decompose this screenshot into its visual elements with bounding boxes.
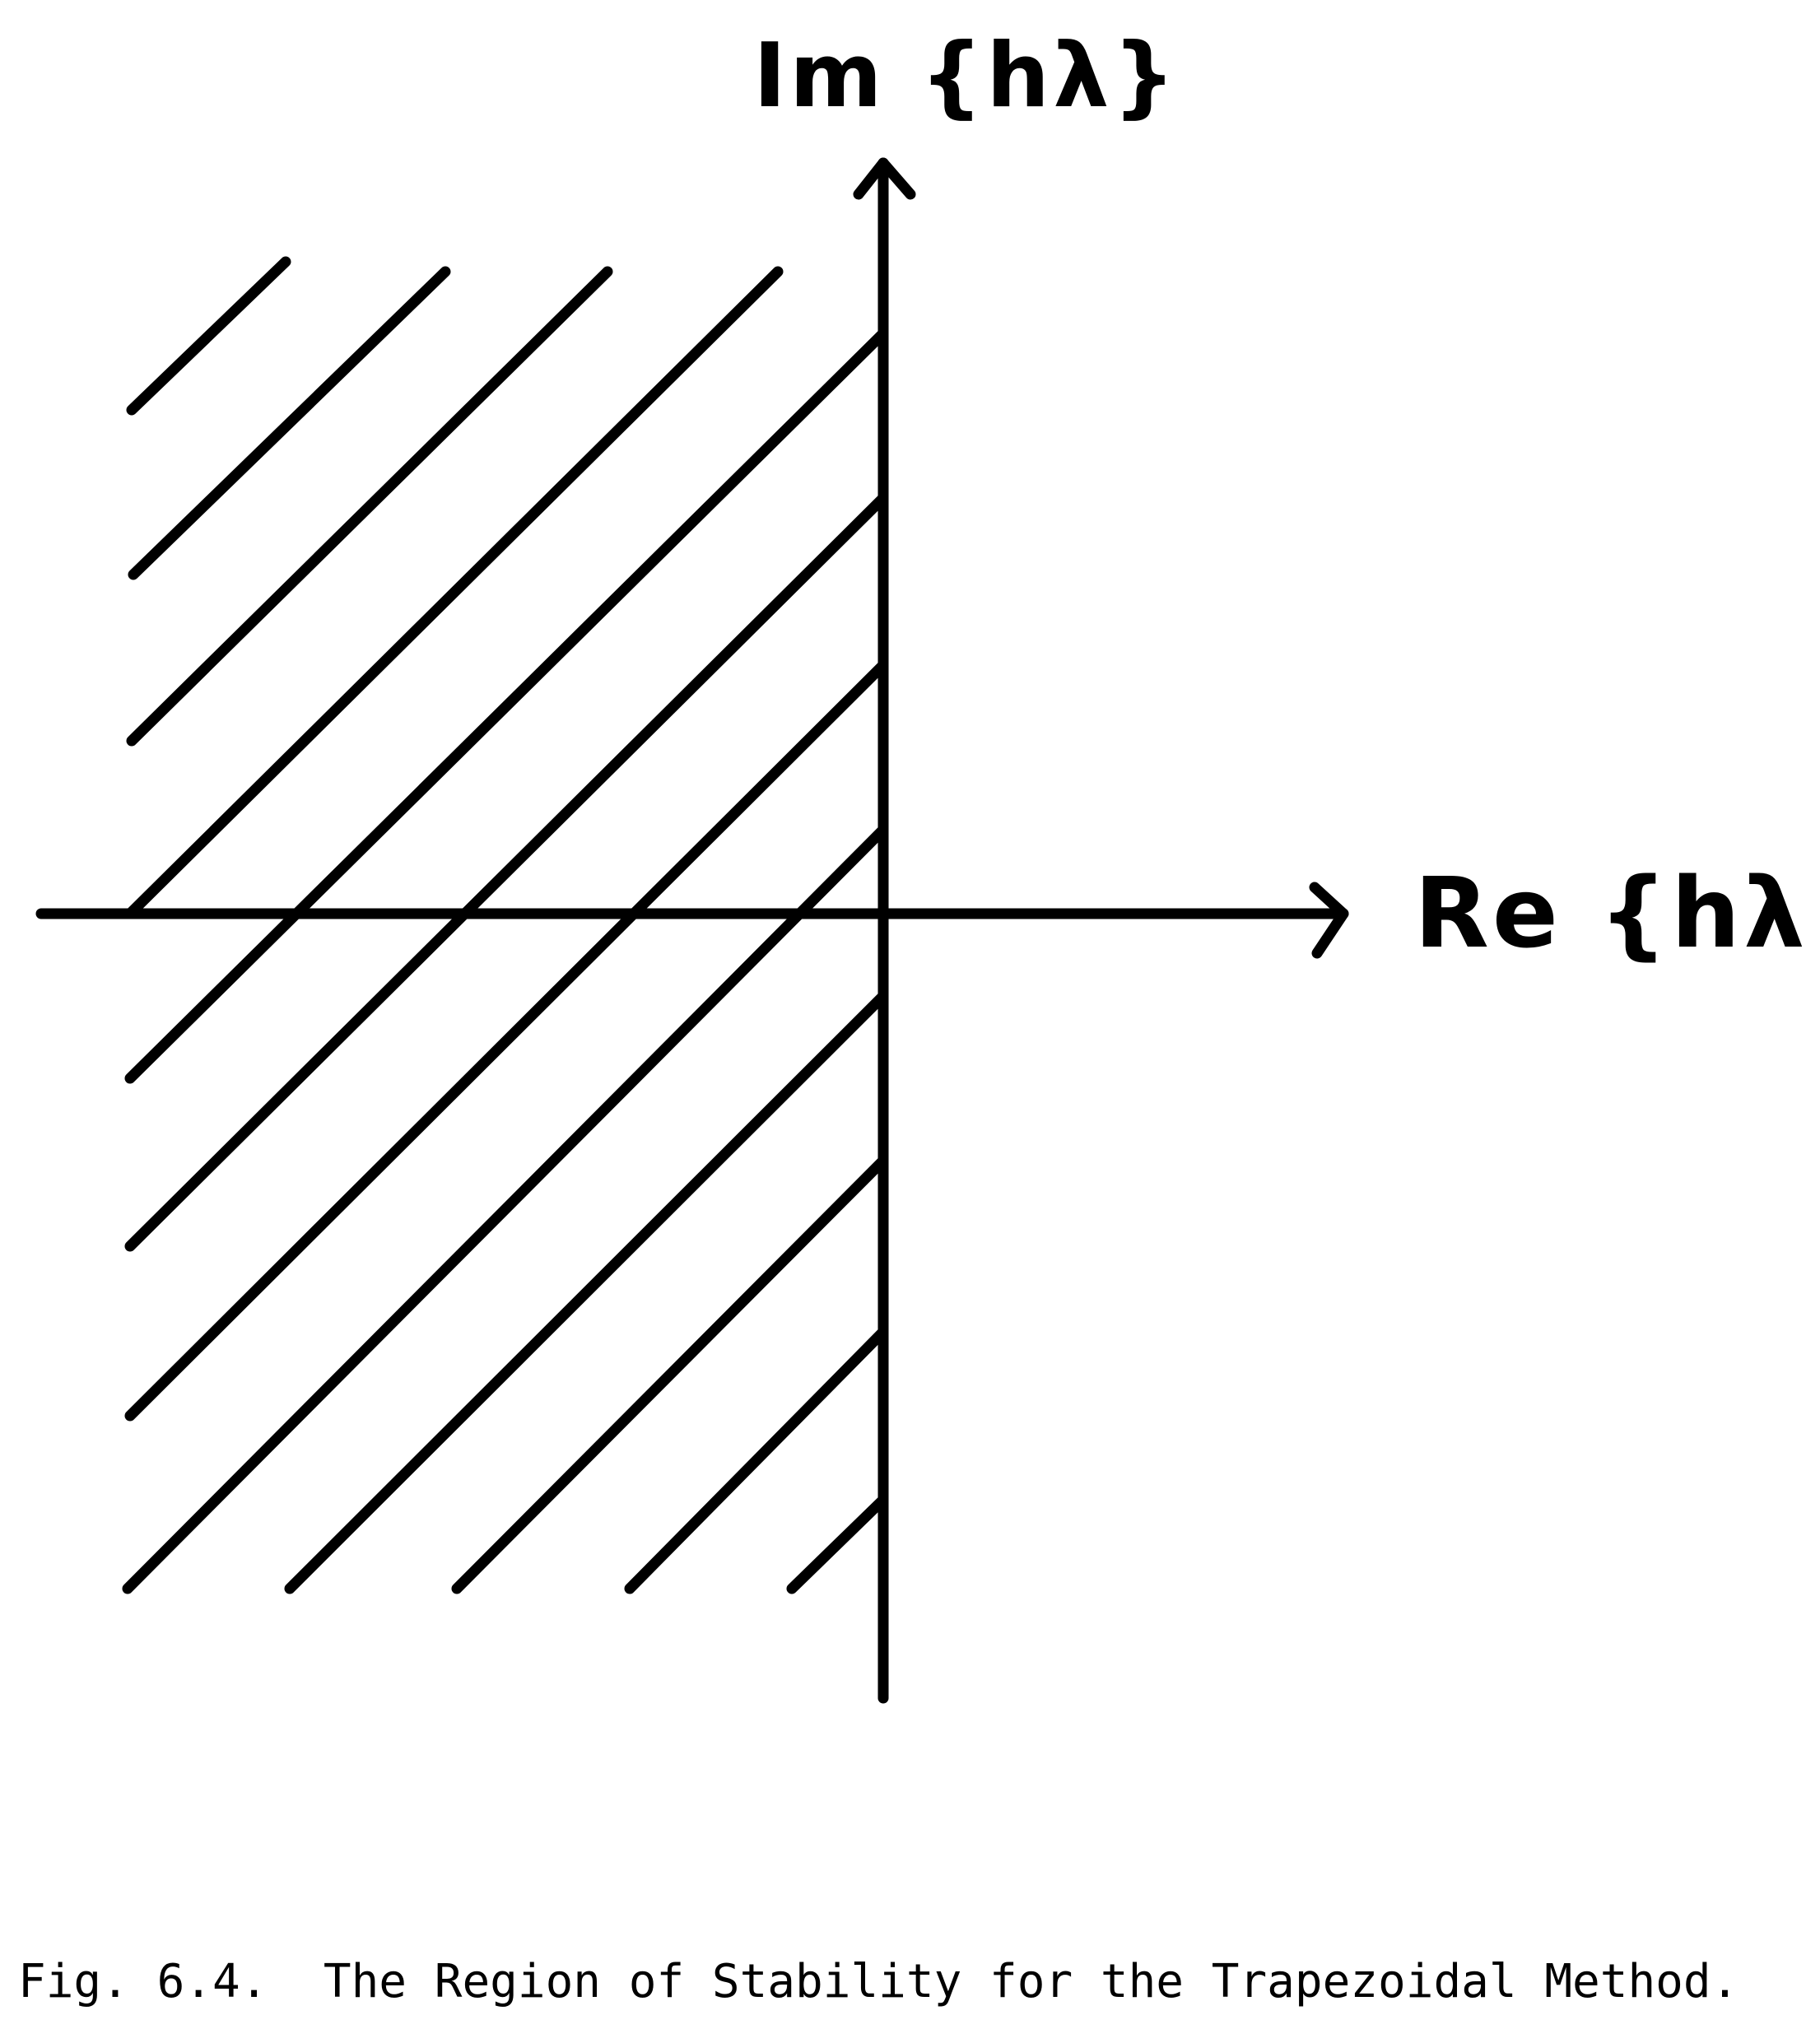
hatch-line-9 [284, 990, 889, 1594]
hatch-line-1 [126, 256, 291, 416]
hatch-line-11 [624, 1326, 889, 1594]
hatch-line-6 [124, 492, 889, 1252]
figure-caption: Fig. 6.4. The Region of Stability for th… [18, 1955, 1739, 2008]
horizontal-axis-arrowhead [1309, 882, 1349, 959]
vertical-axis-arrowhead [853, 157, 916, 200]
imaginary-axis-label: Im {hλ} [753, 25, 1180, 128]
hatch-line-4 [126, 266, 784, 918]
hatch-line-10 [451, 1155, 889, 1594]
hatch-line-8 [122, 824, 889, 1594]
hatch-line-3 [126, 266, 613, 747]
real-axis-label: Re {hλ} [1414, 856, 1820, 970]
stable-region-hatching [122, 256, 889, 1594]
hatch-line-2 [128, 266, 451, 580]
hatch-line-7 [124, 659, 889, 1422]
hatch-line-12 [786, 1494, 889, 1594]
hatch-line-5 [124, 328, 889, 1084]
